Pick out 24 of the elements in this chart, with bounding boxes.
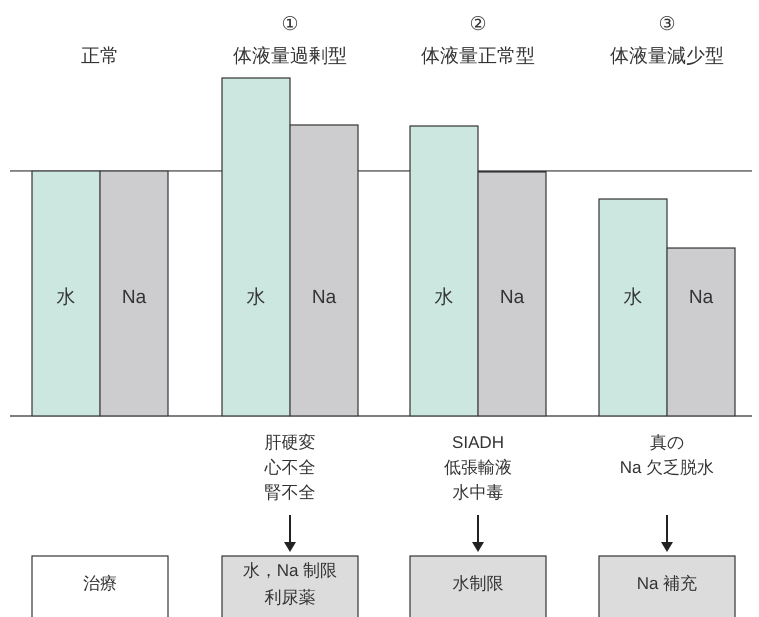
x-tick-label: 正常	[81, 46, 119, 67]
x-tick-label: ③ 体液量減少型	[610, 14, 724, 67]
text: 水中毒	[452, 483, 504, 502]
text: Na	[688, 287, 714, 308]
text: 真の Na 欠乏脱水	[620, 433, 714, 477]
text: 水制限	[452, 574, 504, 593]
text: Na	[500, 287, 524, 308]
text: 肝硬変	[264, 433, 316, 452]
series-label: 水	[56, 287, 76, 308]
text: 水，Na 制限	[242, 561, 338, 580]
text: 水	[434, 287, 454, 308]
text: 低張輸液	[444, 458, 512, 477]
text: Na	[312, 287, 336, 308]
text: 心不全	[264, 458, 316, 477]
x-tick-label: ② 体液量正常型	[421, 14, 535, 67]
text: 腎不全	[264, 483, 316, 502]
series-label: Na	[122, 287, 147, 308]
text: 利尿薬	[264, 588, 316, 607]
text: Na 補充	[636, 574, 698, 593]
text: 治療	[83, 574, 117, 593]
text: SIADH	[452, 433, 504, 452]
text: 水	[624, 287, 642, 308]
x-tick-label: ① 体液量過剰型	[233, 14, 347, 67]
text: 水	[246, 287, 266, 308]
